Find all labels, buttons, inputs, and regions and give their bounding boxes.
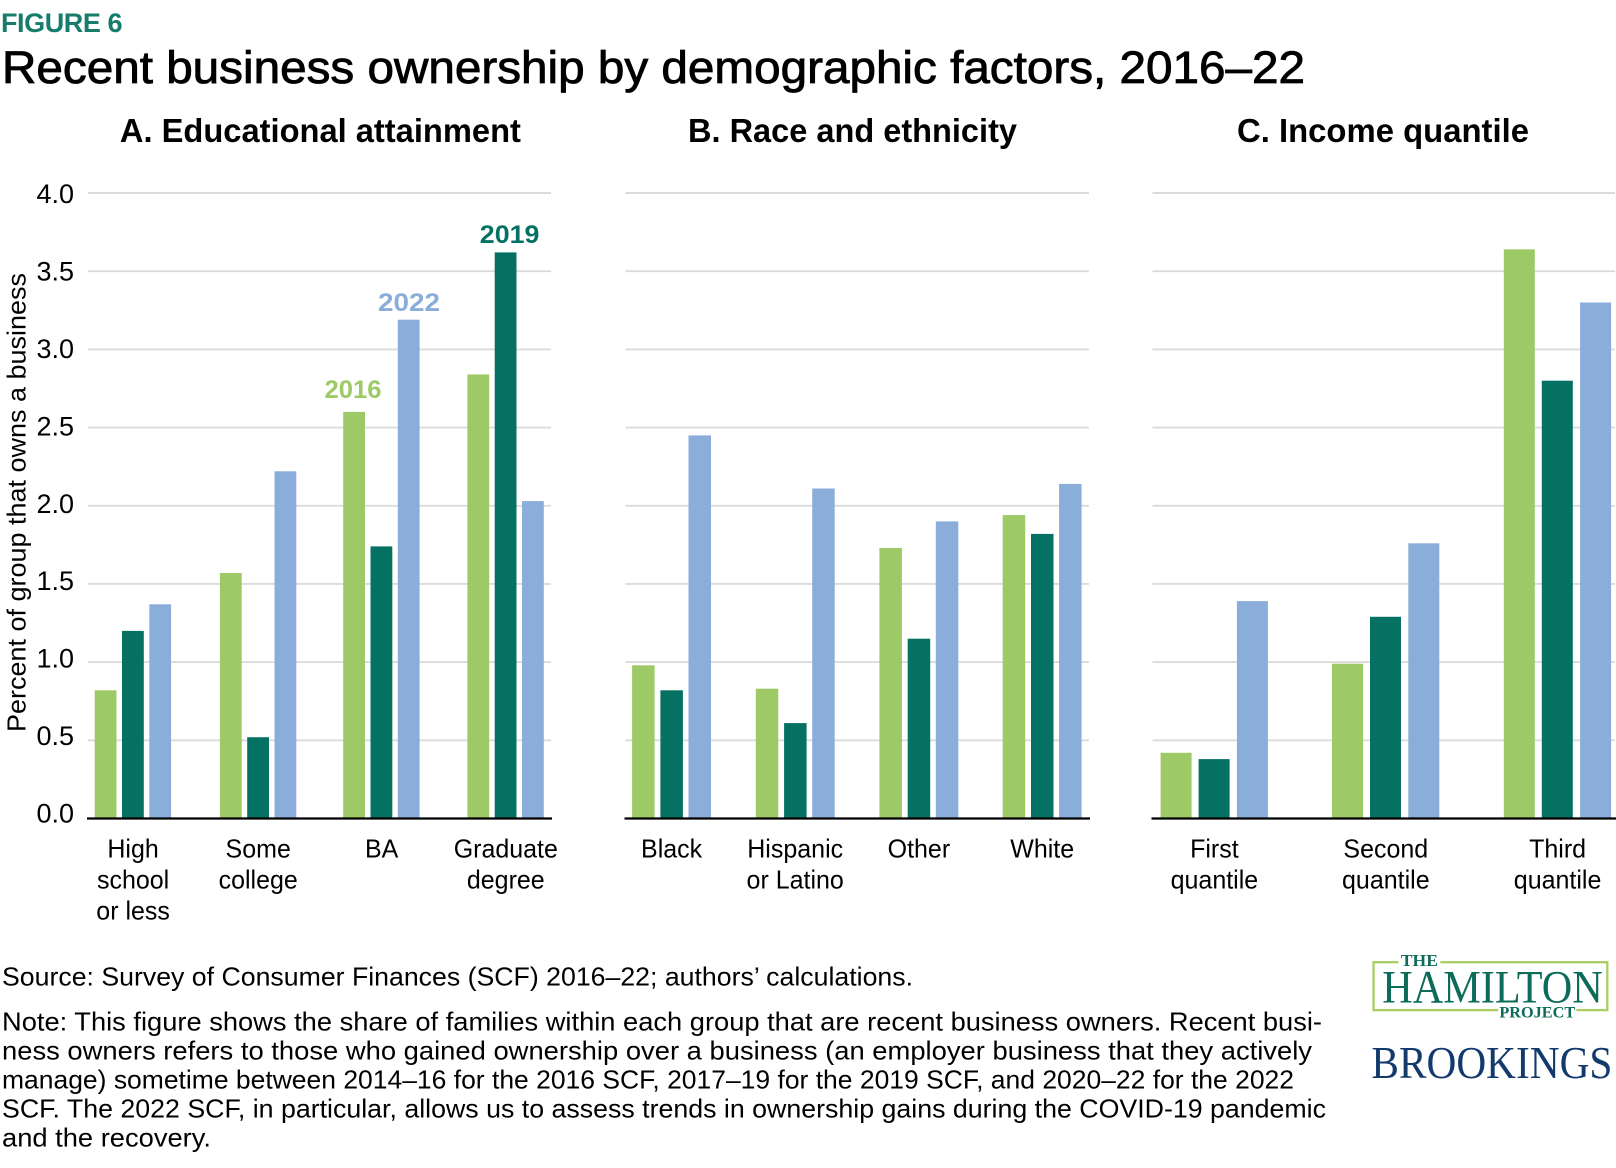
svg-text:White: White bbox=[1010, 834, 1074, 864]
svg-text:2.0: 2.0 bbox=[36, 489, 74, 519]
svg-text:1.5: 1.5 bbox=[36, 566, 74, 596]
svg-text:Third: Third bbox=[1529, 834, 1586, 864]
svg-text:BROOKINGS: BROOKINGS bbox=[1371, 1037, 1612, 1088]
svg-text:Second: Second bbox=[1343, 834, 1428, 864]
svg-text:4.0: 4.0 bbox=[36, 179, 74, 209]
svg-text:B. Race and ethnicity: B. Race and ethnicity bbox=[688, 112, 1018, 149]
svg-text:3.0: 3.0 bbox=[36, 334, 74, 364]
svg-text:Some: Some bbox=[226, 834, 291, 864]
svg-text:3.5: 3.5 bbox=[36, 257, 74, 287]
svg-text:0.5: 0.5 bbox=[36, 721, 74, 751]
svg-text:degree: degree bbox=[467, 865, 545, 895]
svg-text:Hispanic: Hispanic bbox=[747, 834, 843, 864]
svg-text:BA: BA bbox=[365, 834, 399, 864]
svg-text:Graduate: Graduate bbox=[454, 834, 558, 864]
svg-text:PROJECT: PROJECT bbox=[1499, 1005, 1575, 1022]
svg-text:and the recovery.: and the recovery. bbox=[2, 1122, 211, 1152]
svg-text:manage) sometime between 2014–: manage) sometime between 2014–16 for the… bbox=[2, 1064, 1294, 1094]
svg-text:High: High bbox=[107, 834, 158, 864]
svg-text:SCF. The 2022 SCF, in particul: SCF. The 2022 SCF, in particular, allows… bbox=[2, 1093, 1326, 1123]
svg-text:or less: or less bbox=[96, 896, 170, 926]
svg-text:HAMILTON: HAMILTON bbox=[1382, 962, 1603, 1014]
svg-text:2019: 2019 bbox=[480, 221, 540, 249]
svg-text:A. Educational attainment: A. Educational attainment bbox=[120, 112, 521, 149]
svg-text:FIGURE 6: FIGURE 6 bbox=[1, 8, 123, 38]
svg-text:0.0: 0.0 bbox=[36, 799, 74, 829]
svg-text:Source: Survey of Consumer Fin: Source: Survey of Consumer Finances (SCF… bbox=[2, 962, 913, 992]
svg-text:school: school bbox=[97, 865, 169, 895]
svg-text:1.0: 1.0 bbox=[36, 644, 74, 674]
svg-text:2022: 2022 bbox=[378, 289, 440, 317]
svg-text:THE: THE bbox=[1401, 951, 1438, 970]
svg-text:2016: 2016 bbox=[325, 376, 382, 404]
svg-text:quantile: quantile bbox=[1171, 865, 1259, 895]
svg-text:or Latino: or Latino bbox=[747, 865, 844, 895]
svg-text:quantile: quantile bbox=[1514, 865, 1602, 895]
svg-text:2.5: 2.5 bbox=[36, 411, 74, 441]
svg-text:college: college bbox=[219, 865, 298, 895]
svg-text:C. Income quantile: C. Income quantile bbox=[1237, 112, 1529, 149]
svg-text:Recent business ownership by d: Recent business ownership by demographic… bbox=[2, 42, 1305, 93]
svg-text:Percent of group that owns a b: Percent of group that owns a business bbox=[2, 273, 32, 732]
svg-text:ness owners refers to those wh: ness owners refers to those who gained o… bbox=[2, 1035, 1312, 1065]
svg-text:Note: This figure shows the sh: Note: This figure shows the share of fam… bbox=[2, 1006, 1322, 1036]
svg-text:First: First bbox=[1190, 834, 1239, 864]
svg-text:Black: Black bbox=[641, 834, 703, 864]
svg-text:quantile: quantile bbox=[1342, 865, 1430, 895]
svg-text:Other: Other bbox=[888, 834, 951, 864]
